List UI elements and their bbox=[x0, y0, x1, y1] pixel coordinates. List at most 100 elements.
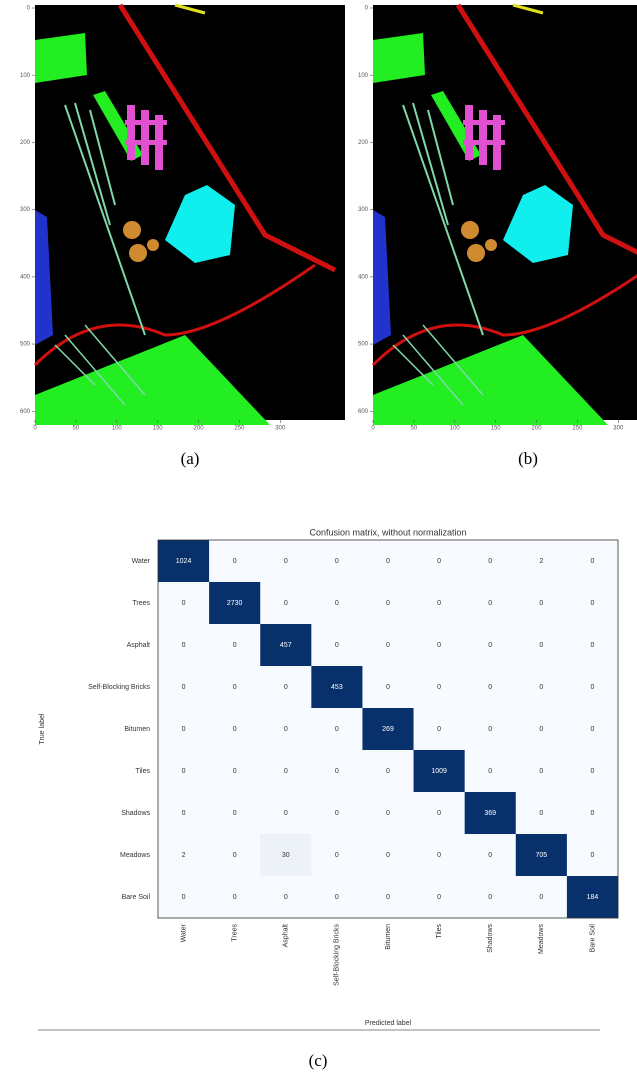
cell-label: 0 bbox=[284, 768, 288, 775]
y-tick-label: 600 bbox=[358, 409, 369, 415]
cell-label: 0 bbox=[182, 600, 186, 607]
x-tick-label: 150 bbox=[491, 426, 502, 432]
cell-label: 0 bbox=[437, 852, 441, 859]
y-tick-label: 100 bbox=[358, 73, 369, 79]
cell-label: 2730 bbox=[227, 600, 243, 607]
cell-label: 0 bbox=[539, 894, 543, 901]
cell-label: 0 bbox=[284, 600, 288, 607]
cell-label: 0 bbox=[386, 642, 390, 649]
cell-label: 0 bbox=[488, 852, 492, 859]
cell-label: 0 bbox=[233, 810, 237, 817]
cell-label: 2 bbox=[539, 558, 543, 565]
cell-label: 0 bbox=[233, 642, 237, 649]
cell-label: 0 bbox=[590, 684, 594, 691]
cell-label: 0 bbox=[488, 600, 492, 607]
cell-label: 0 bbox=[386, 852, 390, 859]
x-axis-label: Predicted label bbox=[365, 1020, 412, 1027]
y-tick-label: 0 bbox=[365, 6, 369, 12]
y-axis-label: True label bbox=[39, 713, 46, 744]
y-tick-label: Asphalt bbox=[127, 642, 150, 649]
cell-label: 0 bbox=[335, 558, 339, 565]
x-tick-label: Self-Blocking Bricks bbox=[334, 924, 341, 986]
cell-label: 0 bbox=[590, 726, 594, 733]
y-tick-label: Shadows bbox=[121, 810, 150, 817]
cell-label: 0 bbox=[539, 726, 543, 733]
x-tick-label: 200 bbox=[532, 426, 543, 432]
cell-label: 0 bbox=[182, 810, 186, 817]
y-tick-label: 300 bbox=[20, 207, 31, 213]
y-tick-label: 200 bbox=[358, 140, 369, 146]
x-tick-label: Bitumen bbox=[385, 924, 392, 950]
x-tick-label: 50 bbox=[411, 426, 418, 432]
cell-label: 0 bbox=[437, 642, 441, 649]
cell-label: 0 bbox=[182, 894, 186, 901]
cell-label: 0 bbox=[590, 852, 594, 859]
cell-label: 369 bbox=[484, 810, 496, 817]
y-tick-label: Bitumen bbox=[124, 726, 150, 733]
cell-label: 0 bbox=[233, 684, 237, 691]
cell-label: 1024 bbox=[176, 558, 192, 565]
cell-label: 2 bbox=[182, 852, 186, 859]
cell-label: 0 bbox=[590, 810, 594, 817]
cell-label: 0 bbox=[488, 894, 492, 901]
x-tick-label: Shadows bbox=[487, 924, 494, 953]
cell-label: 0 bbox=[386, 600, 390, 607]
y-tick-label: 100 bbox=[20, 73, 31, 79]
cell-label: 0 bbox=[284, 684, 288, 691]
cell-label: 30 bbox=[282, 852, 290, 859]
cell-label: 0 bbox=[182, 684, 186, 691]
cell-label: 457 bbox=[280, 642, 292, 649]
cell-label: 0 bbox=[437, 600, 441, 607]
cell-label: 0 bbox=[386, 810, 390, 817]
y-tick-label: Bare Soil bbox=[122, 894, 151, 901]
cell-label: 0 bbox=[590, 768, 594, 775]
cell-label: 1009 bbox=[431, 768, 447, 775]
cell-label: 0 bbox=[590, 558, 594, 565]
cell-label: 0 bbox=[437, 558, 441, 565]
cell-label: 0 bbox=[386, 768, 390, 775]
x-tick-label: Bare Soil bbox=[589, 924, 596, 953]
cell-label: 0 bbox=[182, 642, 186, 649]
cell-label: 184 bbox=[587, 894, 599, 901]
cell-label: 0 bbox=[335, 600, 339, 607]
cell-label: 0 bbox=[539, 642, 543, 649]
x-tick-label: Tiles bbox=[436, 924, 443, 939]
cell-label: 0 bbox=[284, 726, 288, 733]
cell-label: 0 bbox=[590, 642, 594, 649]
cell-label: 0 bbox=[437, 894, 441, 901]
cell-label: 453 bbox=[331, 684, 343, 691]
y-tick-label: Trees bbox=[132, 600, 150, 607]
chart-title: Confusion matrix, without normalization bbox=[309, 527, 466, 537]
cell-label: 269 bbox=[382, 726, 394, 733]
x-tick-label: 300 bbox=[613, 426, 624, 432]
cell-label: 0 bbox=[182, 768, 186, 775]
y-tick-label: 500 bbox=[358, 342, 369, 348]
cell-label: 0 bbox=[437, 726, 441, 733]
x-tick-label: 100 bbox=[112, 426, 123, 432]
x-tick-label: 150 bbox=[153, 426, 164, 432]
x-tick-label: 100 bbox=[450, 426, 461, 432]
figure-page: 0100200300400500600050100150200250300(a)… bbox=[0, 0, 637, 1092]
x-tick-label: 250 bbox=[572, 426, 583, 432]
y-tick-label: 200 bbox=[20, 140, 31, 146]
y-tick-label: 0 bbox=[27, 6, 31, 12]
cell-label: 0 bbox=[437, 810, 441, 817]
cell-label: 0 bbox=[233, 726, 237, 733]
caption: (a) bbox=[181, 449, 200, 468]
x-tick-label: Meadows bbox=[538, 924, 545, 954]
cell-label: 0 bbox=[488, 684, 492, 691]
y-tick-label: 500 bbox=[20, 342, 31, 348]
cell-label: 0 bbox=[284, 810, 288, 817]
cell-label: 0 bbox=[437, 684, 441, 691]
cell-label: 0 bbox=[539, 600, 543, 607]
x-tick-label: 0 bbox=[371, 426, 375, 432]
classification-map bbox=[35, 5, 345, 425]
x-tick-label: Trees bbox=[232, 924, 239, 942]
caption: (b) bbox=[518, 449, 538, 468]
y-tick-label: Self-Blocking Bricks bbox=[88, 684, 150, 691]
x-tick-label: 50 bbox=[73, 426, 80, 432]
x-tick-label: 300 bbox=[275, 426, 286, 432]
cell-label: 0 bbox=[335, 726, 339, 733]
cell-label: 0 bbox=[488, 642, 492, 649]
classification-map bbox=[373, 5, 637, 425]
